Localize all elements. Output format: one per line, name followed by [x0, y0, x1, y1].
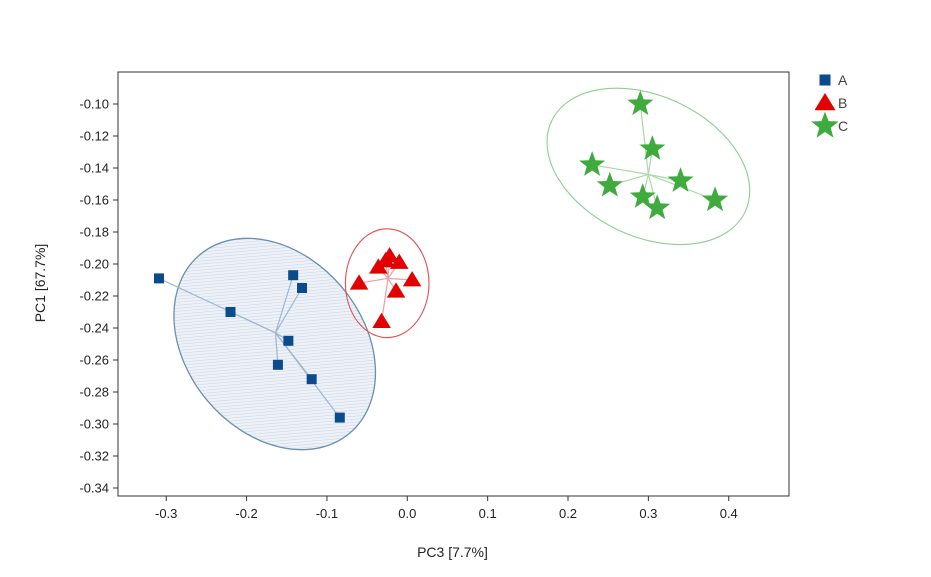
y-tick-label: -0.20	[79, 257, 109, 272]
legend-item-a: A	[819, 72, 848, 88]
point-c-7	[629, 183, 656, 208]
point-c-4	[596, 171, 623, 197]
x-axis-title: PC3 [7.7%]	[417, 544, 488, 560]
point-b-4	[389, 253, 409, 269]
legend-label-a: A	[838, 72, 848, 88]
y-tick-label: -0.22	[79, 289, 109, 304]
point-a-8	[334, 412, 345, 423]
spoke-c-3	[592, 164, 649, 175]
point-c-2	[639, 135, 666, 160]
y-tick-label: -0.34	[79, 481, 109, 496]
point-b-6	[349, 274, 369, 290]
x-tick-label: -0.1	[316, 506, 338, 521]
y-tick-label: -0.26	[79, 353, 109, 368]
y-tick-label: -0.18	[79, 225, 109, 240]
point-a-7	[306, 374, 317, 385]
point-b-3	[369, 258, 388, 274]
point-c-6	[702, 186, 729, 212]
y-axis-title: PC1 [67.7%]	[32, 244, 48, 323]
legend-item-b: B	[814, 92, 847, 111]
point-a-1	[153, 273, 164, 284]
confidence-ellipses	[173, 87, 751, 451]
point-b-5	[402, 271, 422, 287]
legend-marker-a	[819, 74, 831, 86]
point-b-7	[386, 282, 406, 298]
point-a-6	[272, 359, 283, 370]
x-tick-label: 0.3	[639, 506, 657, 521]
y-tick-label: -0.10	[79, 97, 109, 112]
point-a-4	[297, 283, 308, 293]
y-axis: -0.10 -0.12 -0.14 -0.16 -0.18 -0.20 -0.22 -0.24…	[79, 97, 118, 496]
spoke-a-4	[274, 287, 303, 334]
legend-item-c: C	[811, 111, 848, 138]
spoke-b-8	[380, 278, 389, 322]
legend-marker-c	[811, 111, 839, 138]
y-tick-label: -0.14	[79, 161, 109, 176]
ellipse-group-a	[173, 237, 377, 451]
spoke-a-6	[274, 332, 279, 365]
legend-marker-b	[814, 92, 836, 111]
legend-label-c: C	[838, 118, 848, 134]
point-c-8	[644, 194, 671, 220]
x-tick-label: -0.3	[155, 506, 177, 521]
ellipse-group-c	[546, 87, 751, 246]
y-tick-label: -0.30	[79, 417, 109, 432]
spoke-a-2	[230, 311, 276, 334]
point-c-5	[667, 167, 694, 192]
point-b-8	[372, 312, 391, 329]
point-a-3	[288, 270, 299, 281]
data-markers	[153, 90, 729, 423]
y-tick-label: -0.24	[79, 321, 109, 336]
x-tick-label: 0.0	[398, 506, 416, 521]
x-tick-label: 0.4	[720, 506, 738, 521]
x-tick-label: -0.2	[235, 506, 257, 521]
spoke-a-3	[274, 275, 294, 333]
y-tick-label: -0.16	[79, 193, 109, 208]
y-tick-label: -0.32	[79, 449, 109, 464]
y-tick-label: -0.12	[79, 129, 109, 144]
point-c-1	[627, 90, 654, 116]
x-axis: -0.3 -0.2 -0.1 0.0 0.1 0.2 0.3 0.4	[155, 496, 738, 521]
legend-label-b: B	[838, 95, 847, 111]
y-tick-label: -0.28	[79, 385, 109, 400]
legend: ABC	[811, 72, 848, 138]
x-tick-label: 0.2	[559, 506, 577, 521]
point-c-3	[579, 151, 606, 176]
ellipse-group-b	[344, 228, 430, 339]
spoke-c-1	[639, 103, 649, 175]
point-a-2	[225, 307, 236, 317]
x-tick-label: 0.1	[479, 506, 497, 521]
point-a-5	[283, 335, 294, 346]
